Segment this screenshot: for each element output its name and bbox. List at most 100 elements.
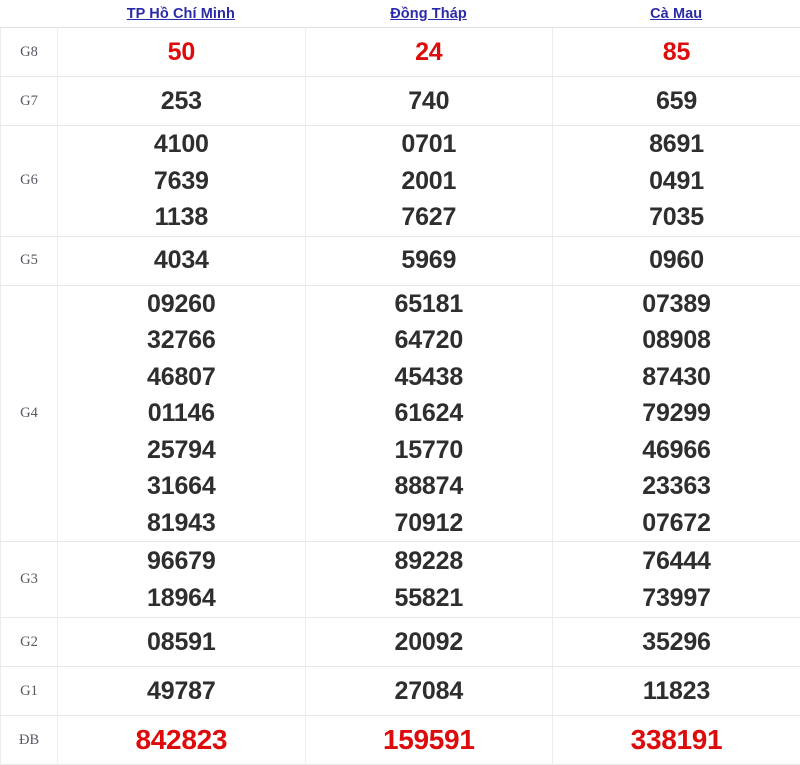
lottery-number: 338191 — [631, 720, 723, 761]
prize-cell-G8-dongthap: 24 — [305, 28, 552, 77]
province-header-row: TP Hồ Chí Minh Đồng Tháp Cà Mau — [0, 0, 800, 27]
lottery-number: 07672 — [642, 505, 711, 542]
lottery-number: 7639 — [154, 163, 209, 200]
number-stack: 50 — [58, 34, 304, 71]
lottery-number: 01146 — [148, 395, 215, 432]
lottery-number: 2001 — [401, 163, 456, 200]
prize-cell-G7-camau: 659 — [553, 77, 800, 126]
lottery-number: 50 — [168, 34, 195, 71]
prize-cell-ĐB-camau: 338191 — [553, 716, 800, 765]
number-stack: 842823 — [58, 720, 304, 761]
prize-label-G1: G1 — [1, 667, 58, 716]
lottery-number: 49787 — [147, 673, 216, 710]
lottery-number: 23363 — [642, 468, 711, 505]
prize-cell-G1-camau: 11823 — [553, 667, 800, 716]
prize-cell-G5-hcm: 4034 — [58, 236, 305, 285]
prize-cell-G7-hcm: 253 — [58, 77, 305, 126]
lottery-number: 253 — [161, 83, 202, 120]
number-stack: 49787 — [58, 673, 304, 710]
prize-cell-G2-camau: 35296 — [553, 618, 800, 667]
prize-label-G2: G2 — [1, 618, 58, 667]
lottery-number: 70912 — [395, 505, 464, 542]
lottery-number: 0960 — [649, 242, 704, 279]
prize-cell-G1-dongthap: 27084 — [305, 667, 552, 716]
lottery-number: 15770 — [395, 432, 464, 469]
number-stack: 35296 — [553, 624, 800, 661]
prize-cell-ĐB-dongthap: 159591 — [305, 716, 552, 765]
lottery-number: 4100 — [154, 126, 209, 163]
prize-label-G8: G8 — [1, 28, 58, 77]
province-link-dongthap[interactable]: Đồng Tháp — [390, 6, 467, 22]
province-link-camau[interactable]: Cà Mau — [650, 6, 702, 22]
number-stack: 253 — [58, 83, 304, 120]
lottery-number: 5969 — [401, 242, 456, 279]
table-row: G7 253 740 659 — [1, 77, 800, 126]
prize-label-G7: G7 — [1, 77, 58, 126]
number-stack: 4034 — [58, 242, 304, 279]
lottery-number: 09260 — [147, 286, 216, 323]
number-stack: 85 — [553, 34, 800, 71]
lottery-number: 159591 — [383, 720, 475, 761]
lottery-number: 65181 — [395, 286, 464, 323]
lottery-number: 45438 — [395, 359, 464, 396]
number-stack: 20092 — [306, 624, 552, 661]
number-stack: 659 — [553, 83, 800, 120]
prize-label-ĐB: ĐB — [1, 716, 58, 765]
lottery-number: 7035 — [649, 199, 704, 236]
lottery-number: 08591 — [147, 624, 216, 661]
province-header-cell-dongthap: Đồng Tháp — [305, 5, 553, 23]
number-stack: 27084 — [306, 673, 552, 710]
lottery-number: 81943 — [147, 505, 216, 542]
number-stack: 11823 — [553, 673, 800, 710]
lottery-number: 46966 — [642, 432, 711, 469]
lottery-number: 25794 — [147, 432, 216, 469]
lottery-number: 64720 — [395, 322, 464, 359]
prize-label-G3: G3 — [1, 542, 58, 618]
table-row: G5 4034 5969 0960 — [1, 236, 800, 285]
lottery-number: 1138 — [155, 199, 208, 236]
prize-label-G5: G5 — [1, 236, 58, 285]
lottery-number: 740 — [408, 83, 449, 120]
lottery-number: 35296 — [642, 624, 711, 661]
lottery-number: 4034 — [154, 242, 209, 279]
number-stack: 740 — [306, 83, 552, 120]
lottery-number: 842823 — [136, 720, 228, 761]
province-link-hcm[interactable]: TP Hồ Chí Minh — [127, 6, 235, 22]
lottery-number: 7627 — [401, 199, 456, 236]
number-stack: 08591 — [58, 624, 304, 661]
prize-cell-ĐB-hcm: 842823 — [58, 716, 305, 765]
number-stack: 159591 — [306, 720, 552, 761]
lottery-number: 31664 — [147, 468, 216, 505]
province-header-cell-camau: Cà Mau — [552, 5, 800, 23]
lottery-number: 55821 — [395, 580, 464, 617]
prize-cell-G2-hcm: 08591 — [58, 618, 305, 667]
table-row: G2 08591 20092 35296 — [1, 618, 800, 667]
lottery-number: 96679 — [147, 543, 216, 580]
lottery-number: 76444 — [642, 543, 711, 580]
lottery-number: 0701 — [401, 126, 456, 163]
prize-cell-G7-dongthap: 740 — [305, 77, 552, 126]
prize-cell-G2-dongthap: 20092 — [305, 618, 552, 667]
